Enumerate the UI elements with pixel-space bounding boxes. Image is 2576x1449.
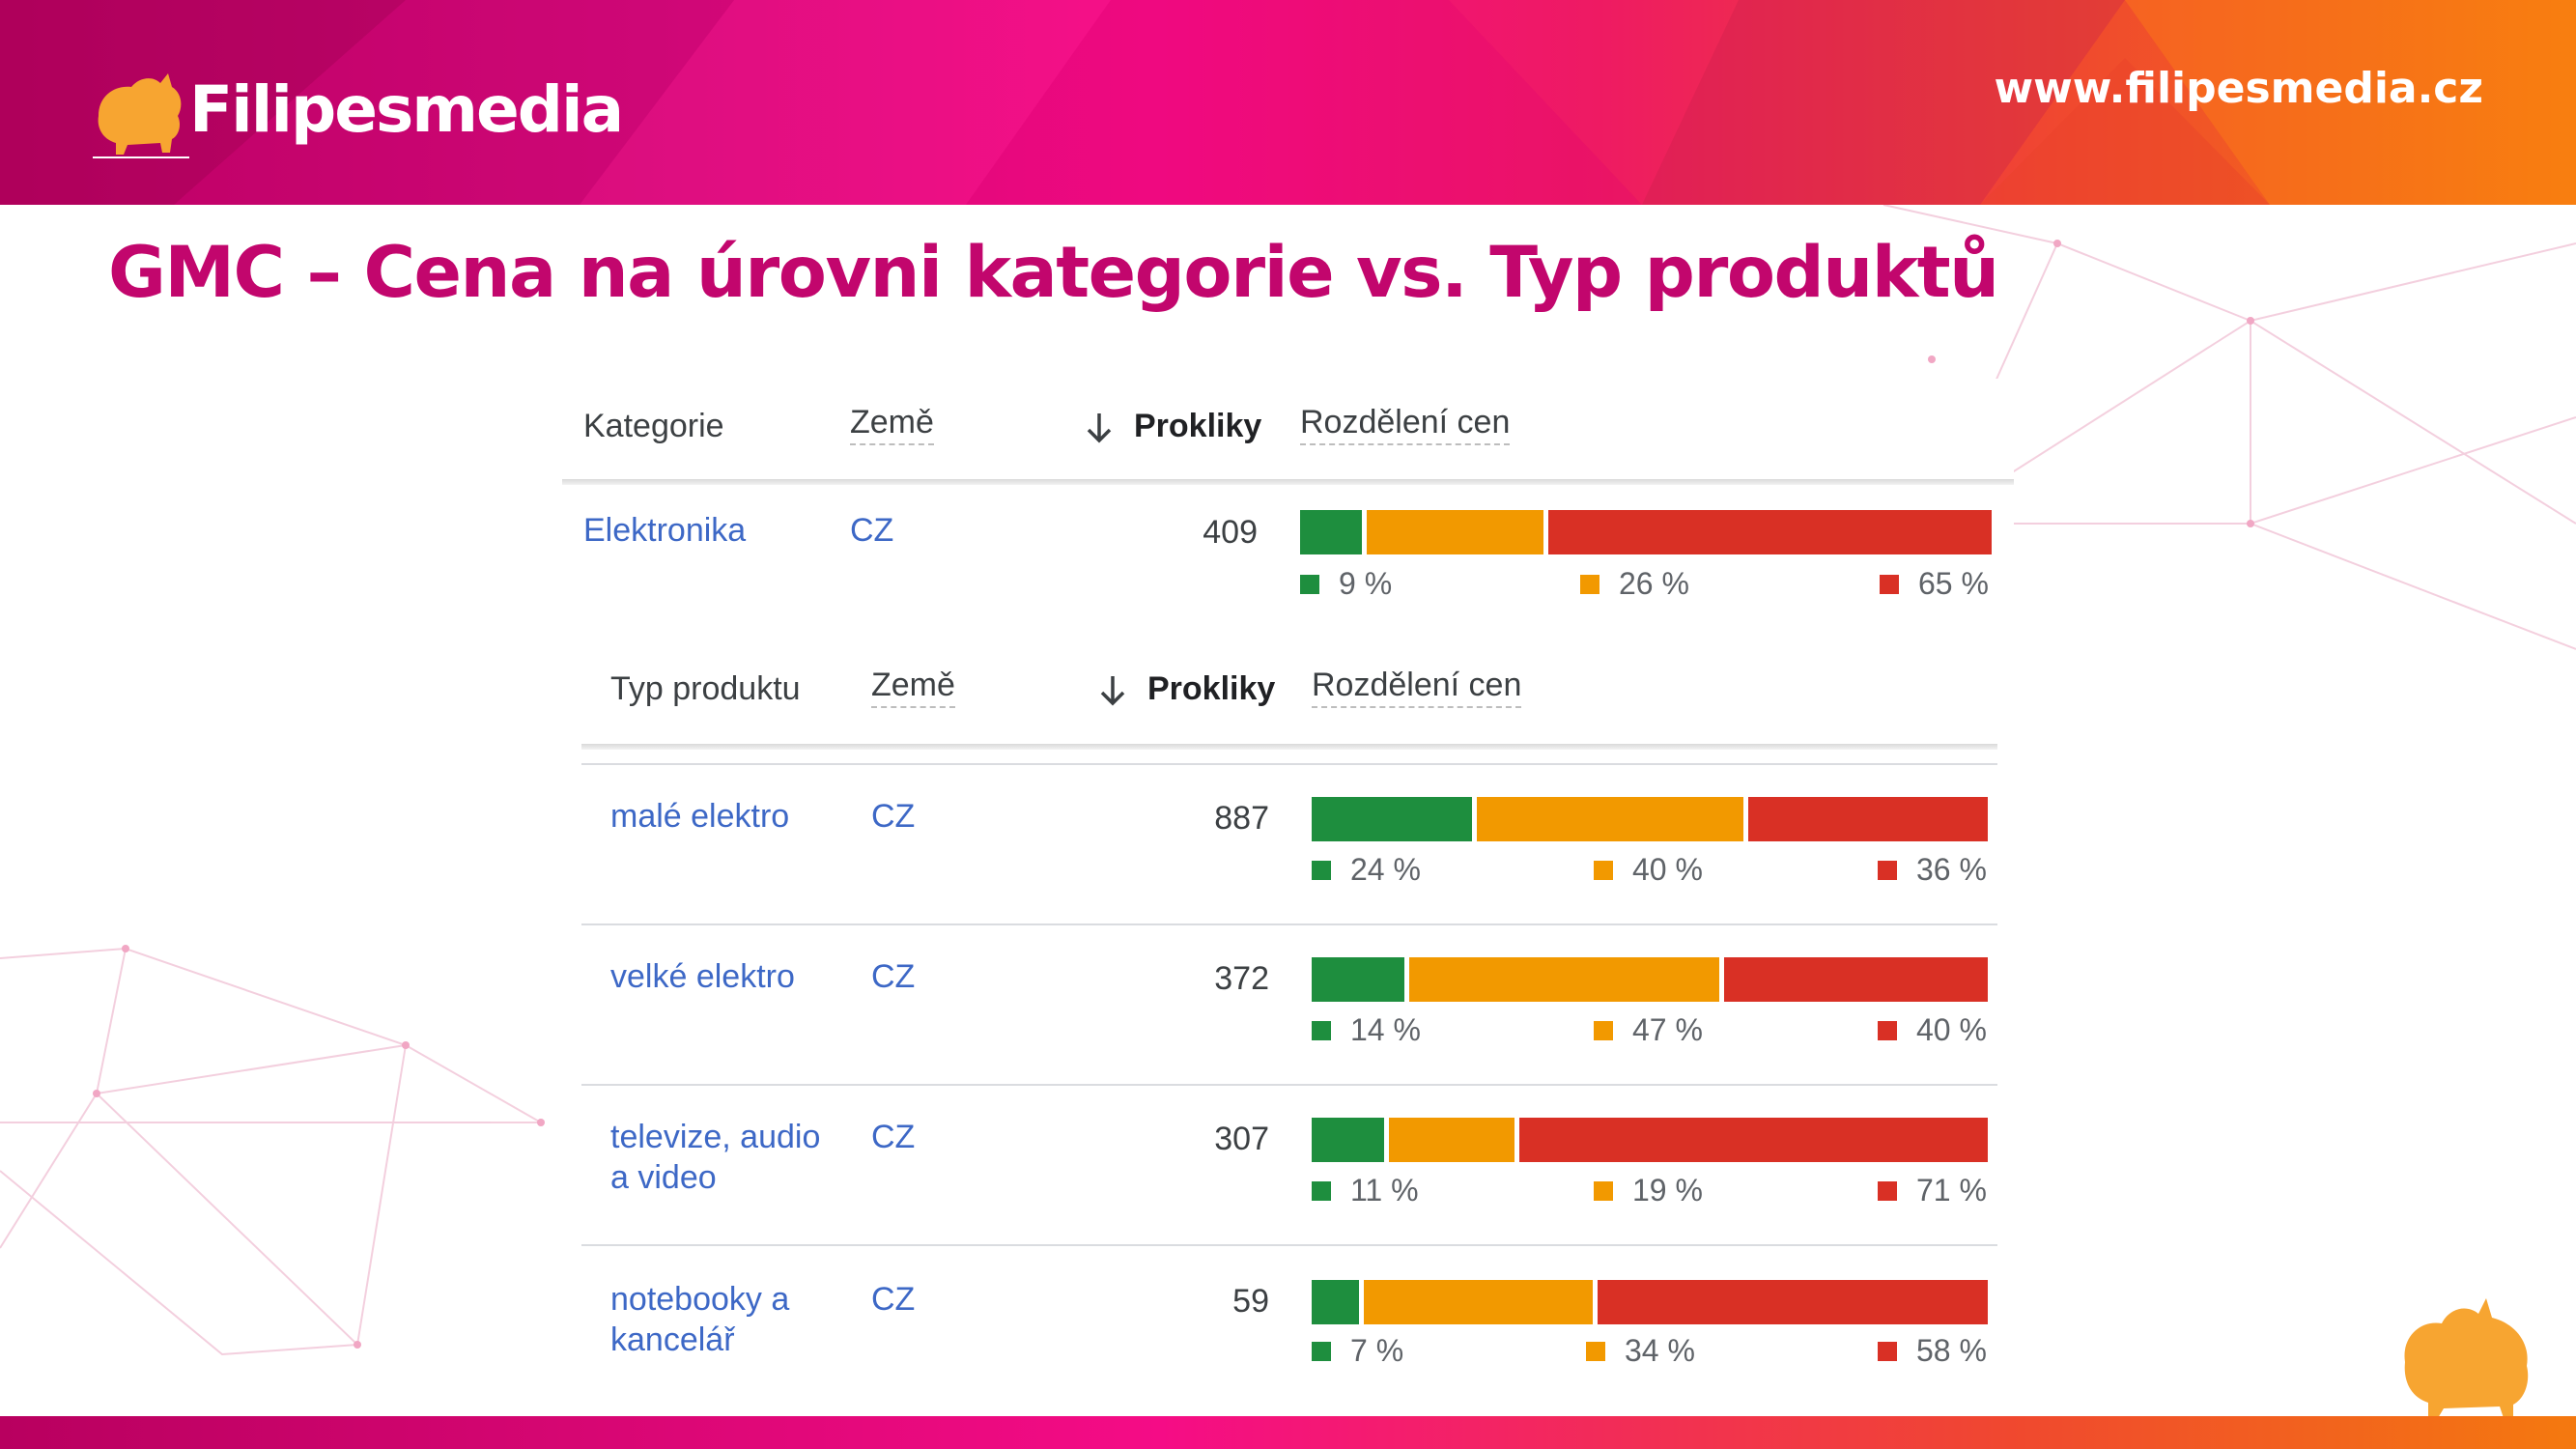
cheap-segment <box>1300 510 1362 554</box>
brand-logo[interactable]: Filipesmedia <box>89 56 624 162</box>
legend-cheap: 11 % <box>1312 1173 1419 1208</box>
mid-segment <box>1366 510 1544 554</box>
brand-name: Filipesmedia <box>189 71 624 147</box>
red-square-icon <box>1878 1341 1897 1361</box>
legend-expensive: 36 % <box>1878 852 1987 888</box>
legend-mid: 34 % <box>1586 1333 1695 1369</box>
orange-square-icon <box>1594 860 1613 880</box>
mid-segment <box>1389 1118 1514 1162</box>
row-divider <box>581 763 1997 765</box>
red-square-icon <box>1878 1180 1897 1201</box>
slide-title: GMC – Cena na úrovni kategorie vs. Typ p… <box>108 232 1999 314</box>
pomeranian-logo-icon <box>93 73 189 158</box>
cheap-segment <box>1312 1118 1385 1162</box>
product-type-link[interactable]: velké elektro <box>610 958 795 995</box>
legend-cheap: 24 % <box>1312 852 1421 888</box>
product-type-clicks: 59 <box>1232 1283 1269 1320</box>
legend-mid: 26 % <box>1580 566 1689 602</box>
header-clicks[interactable]: Prokliky <box>1134 408 1262 444</box>
green-square-icon <box>1312 1180 1331 1201</box>
expensive-segment <box>1747 797 1988 841</box>
sort-down-arrow-icon[interactable] <box>1084 410 1115 446</box>
legend-mid: 19 % <box>1594 1173 1703 1208</box>
product-type-link[interactable]: notebooky a kancelář <box>610 1281 790 1358</box>
expensive-segment <box>1597 1280 1988 1324</box>
legend-expensive: 65 % <box>1880 566 1989 602</box>
cheap-segment <box>1312 957 1404 1002</box>
price-split-bar <box>1300 510 1993 554</box>
mid-segment <box>1363 1280 1593 1324</box>
legend-cheap: 14 % <box>1312 1012 1421 1048</box>
product-type-country[interactable]: CZ <box>871 798 916 835</box>
legend-mid: 40 % <box>1594 852 1703 888</box>
green-square-icon <box>1312 860 1331 880</box>
row-divider <box>581 1084 1997 1086</box>
category-name-link[interactable]: Elektronika <box>583 512 747 549</box>
expensive-segment <box>1518 1118 1988 1162</box>
website-url[interactable]: www.filipesmedia.cz <box>1994 64 2483 113</box>
header-category[interactable]: Kategorie <box>583 408 724 444</box>
price-split-bar <box>1312 957 1988 1002</box>
price-split-report: Kategorie Země Prokliky Rozdělení cen El… <box>562 379 2014 1416</box>
category-clicks: 409 <box>1203 514 1258 551</box>
header-clicks-2[interactable]: Prokliky <box>1147 670 1276 707</box>
green-square-icon <box>1312 1341 1331 1361</box>
footer-bar <box>0 1416 2576 1449</box>
product-type-clicks: 887 <box>1214 800 1269 837</box>
category-country[interactable]: CZ <box>850 512 894 549</box>
orange-square-icon <box>1594 1180 1613 1201</box>
background-pattern <box>0 205 2576 1356</box>
product-type-country[interactable]: CZ <box>871 1281 916 1318</box>
header-price-split[interactable]: Rozdělení cen <box>1300 404 1511 445</box>
product-type-country[interactable]: CZ <box>871 1119 916 1155</box>
orange-square-icon <box>1580 574 1599 594</box>
orange-square-icon <box>1586 1341 1605 1361</box>
header-product-type[interactable]: Typ produktu <box>610 670 801 707</box>
header-price-split-2[interactable]: Rozdělení cen <box>1312 667 1522 708</box>
expensive-segment <box>1548 510 1993 554</box>
product-type-country[interactable]: CZ <box>871 958 916 995</box>
legend-expensive: 71 % <box>1878 1173 1987 1208</box>
legend-expensive: 40 % <box>1878 1012 1987 1048</box>
legend-mid: 47 % <box>1594 1012 1703 1048</box>
mid-segment <box>1408 957 1719 1002</box>
cheap-segment <box>1312 1280 1359 1324</box>
price-split-bar <box>1312 1280 1988 1324</box>
header-banner: Filipesmedia www.filipesmedia.cz <box>0 0 2576 205</box>
cheap-segment <box>1312 797 1472 841</box>
product-type-clicks: 372 <box>1214 960 1269 997</box>
banner-decoration <box>0 0 2576 205</box>
mid-segment <box>1476 797 1743 841</box>
red-square-icon <box>1880 574 1899 594</box>
product-type-link[interactable]: televize, audio a video <box>610 1119 821 1196</box>
legend-expensive: 58 % <box>1878 1333 1987 1369</box>
legend-cheap: 9 % <box>1300 566 1392 602</box>
sort-down-arrow-icon[interactable] <box>1097 672 1128 709</box>
legend-cheap: 7 % <box>1312 1333 1403 1369</box>
product-type-link[interactable]: malé elektro <box>610 798 790 835</box>
price-split-bar <box>1312 797 1988 841</box>
expensive-segment <box>1723 957 1988 1002</box>
price-split-bar <box>1312 1118 1988 1162</box>
orange-square-icon <box>1594 1020 1613 1040</box>
header-country[interactable]: Země <box>850 404 934 445</box>
row-divider <box>581 923 1997 925</box>
header-divider <box>562 479 2014 485</box>
red-square-icon <box>1878 860 1897 880</box>
green-square-icon <box>1300 574 1319 594</box>
product-type-clicks: 307 <box>1214 1121 1269 1157</box>
green-square-icon <box>1312 1020 1331 1040</box>
row-divider <box>581 1244 1997 1246</box>
red-square-icon <box>1878 1020 1897 1040</box>
header-divider-2 <box>581 744 1997 750</box>
pomeranian-mascot-icon <box>2404 1298 2529 1418</box>
header-country-2[interactable]: Země <box>871 667 955 708</box>
